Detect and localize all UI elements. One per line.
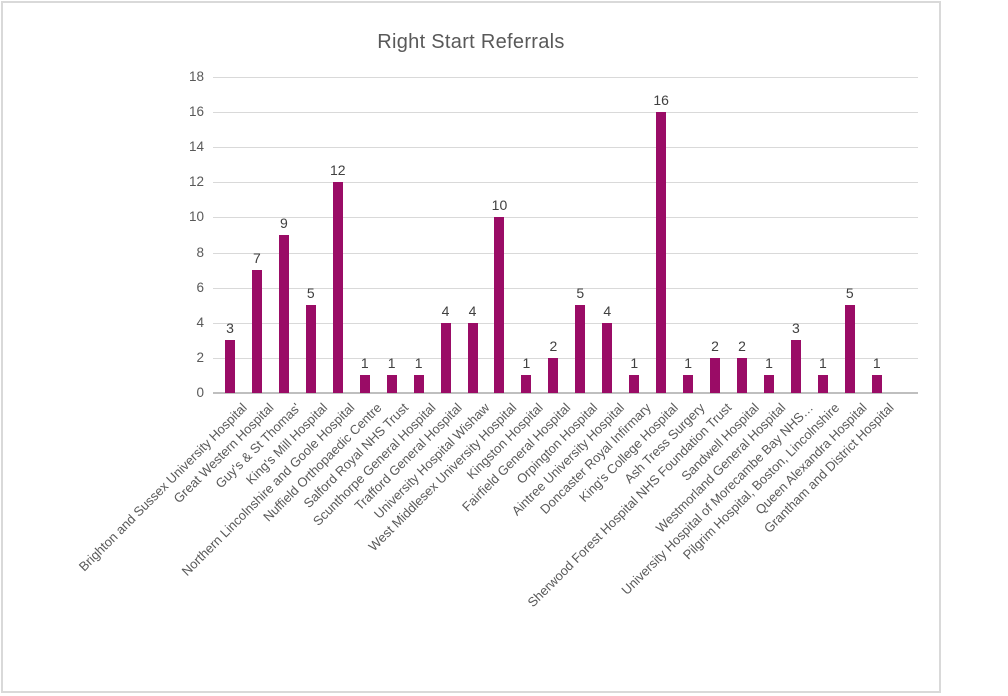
- chart-title: Right Start Referrals: [377, 31, 565, 53]
- chart-frame: Right Start Referrals: [1, 1, 941, 693]
